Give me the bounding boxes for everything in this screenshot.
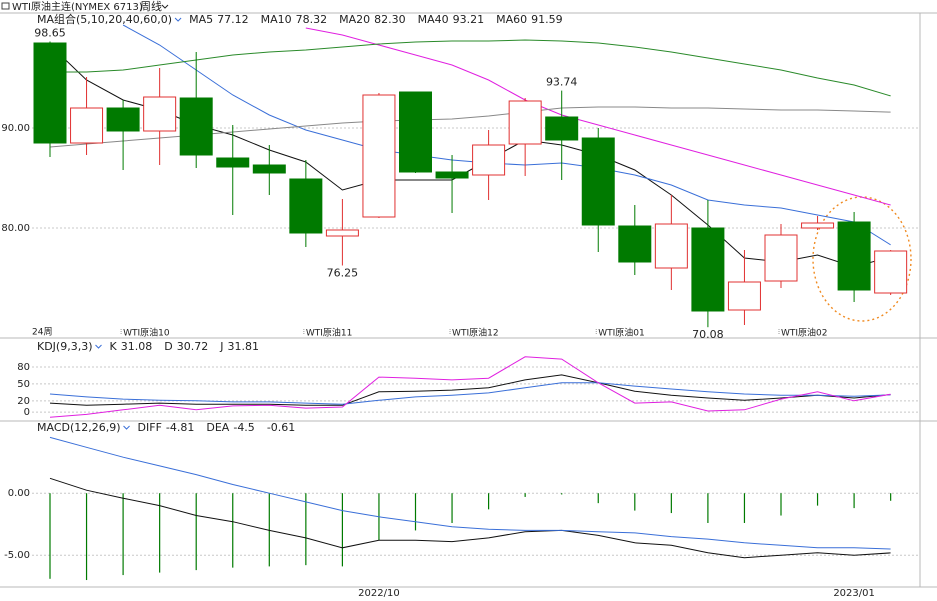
y-tick-label: 0 [24, 407, 30, 418]
candle-body [508, 100, 542, 145]
y-tick-label: 50 [17, 379, 30, 390]
candle-body [33, 42, 67, 144]
ma-line [49, 477, 891, 559]
high-label: 98.65 [34, 27, 66, 40]
legend-value: 93.21 [453, 13, 485, 26]
legend-value: -0.61 [267, 421, 295, 434]
legend-value: 82.30 [374, 13, 406, 26]
dropdown-chevron [123, 425, 130, 430]
legend-name: K [110, 340, 118, 353]
dropdown-chevron [174, 17, 182, 22]
y-tick-label: 0.00 [8, 488, 30, 499]
period-label: WTI原油10 [123, 327, 170, 339]
ma-line [49, 436, 891, 550]
ma-line [305, 27, 891, 206]
legend-value: -4.81 [166, 421, 194, 434]
candle-body [874, 250, 908, 294]
y-tick-label: 80.00 [1, 223, 30, 234]
legend-value: 30.72 [177, 340, 209, 353]
high-label: 93.74 [546, 76, 578, 89]
candle-body [362, 94, 396, 218]
low-label: 70.08 [692, 328, 724, 341]
legend-value: 77.12 [217, 13, 249, 26]
legend-name: J [219, 340, 223, 353]
legend-name: DIFF [138, 421, 162, 434]
legend-value: 78.32 [296, 13, 328, 26]
indicator-selector[interactable]: KDJ(9,3,3) [37, 340, 93, 353]
instrument-title: WTI原油主连(NYMEX 6713) [12, 0, 143, 13]
legend-name: MA5 [189, 13, 213, 26]
legend-name: MA10 [261, 13, 292, 26]
dropdown-chevron [95, 344, 102, 349]
legend-name: DEA [206, 421, 229, 434]
indicator-selector[interactable]: MACD(12,26,9) [37, 421, 121, 434]
dropdown-chevron [161, 4, 169, 9]
legend-value: 91.59 [531, 13, 563, 26]
y-tick-label: 20 [17, 396, 30, 407]
candle-body [252, 164, 286, 174]
candle-body [106, 107, 140, 132]
ma-line [50, 39, 891, 97]
x-tick-label: 2023/01 [833, 588, 875, 599]
candle-body [618, 225, 652, 263]
ma-line [49, 374, 891, 406]
indicator-selector[interactable]: MA组合(5,10,20,40,60,0) [37, 12, 172, 26]
legend-name: MA60 [496, 13, 527, 26]
legend-name: MA20 [339, 13, 370, 26]
y-tick-label: 90.00 [1, 123, 30, 134]
candle-body [472, 144, 506, 176]
ma-line [122, 24, 891, 246]
y-tick-label: -5.00 [4, 550, 30, 561]
candle-body [70, 107, 104, 144]
period-selector[interactable]: 周线 [140, 0, 162, 13]
legend-value: 31.08 [121, 340, 153, 353]
candle-body [837, 221, 871, 291]
ma-line [49, 356, 891, 418]
candle-body [399, 91, 432, 173]
candle-body [691, 227, 725, 312]
candle-body [581, 137, 615, 226]
highlight-ellipse [812, 196, 912, 322]
candle-body [289, 178, 323, 234]
period-count: 24周 [32, 327, 52, 338]
legend-name: D [164, 340, 172, 353]
candle-body [801, 222, 835, 229]
candle-body [435, 171, 469, 179]
legend-name: MA40 [418, 13, 449, 26]
low-label: 76.25 [327, 267, 359, 280]
candle-body [143, 96, 177, 132]
candle-body [764, 234, 798, 282]
period-label: WTI原油12 [452, 327, 499, 339]
period-label: WTI原油02 [781, 327, 828, 339]
y-tick-label: 80 [17, 362, 30, 373]
legend-value: -4.5 [233, 421, 254, 434]
x-tick-label: 2022/10 [358, 588, 400, 599]
candle-body [654, 223, 688, 269]
candle-body [179, 97, 213, 156]
period-label: WTI原油11 [306, 327, 353, 339]
candle-body [325, 229, 359, 237]
candle-body [727, 281, 761, 311]
ma-line [49, 382, 891, 405]
candle-body [216, 157, 250, 168]
window-icon [1, 2, 10, 10]
legend-value: 31.81 [227, 340, 259, 353]
candle-body [545, 116, 579, 141]
period-label: WTI原油01 [598, 327, 645, 339]
